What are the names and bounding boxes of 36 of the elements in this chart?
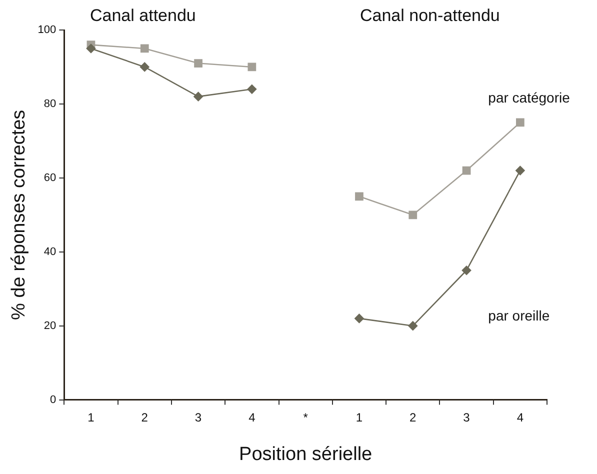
point — [462, 266, 472, 276]
point — [248, 62, 256, 72]
y-tick-label: 100 — [38, 24, 56, 36]
x-tick-label: 3 — [463, 410, 470, 424]
point — [247, 84, 257, 94]
x-tick-label: 1 — [88, 410, 95, 424]
y-axis-title: % de réponses correctes — [8, 110, 30, 320]
x-tick-label: 4 — [248, 410, 256, 424]
y-tick-label: 20 — [44, 320, 56, 332]
y-tick-label: 0 — [50, 394, 56, 406]
x-axis-title: Position sérielle — [239, 444, 372, 465]
point — [408, 210, 418, 220]
point — [355, 192, 364, 201]
point — [140, 44, 149, 53]
x-tick-label: 3 — [194, 410, 202, 424]
x-tick-label: 1 — [356, 410, 363, 424]
text: Canal attendu — [90, 6, 196, 26]
point — [462, 166, 471, 175]
text: par oreille — [488, 307, 550, 324]
point — [194, 92, 203, 102]
y-tick-label: 60 — [44, 172, 56, 184]
series-label: par catégorie — [488, 89, 570, 106]
x-tick-label: 4 — [516, 410, 524, 424]
x-tick-label: * — [303, 410, 308, 424]
point — [516, 166, 525, 176]
point — [516, 118, 524, 127]
text: Canal non-attendu — [360, 6, 500, 26]
point — [354, 314, 364, 324]
x-tick-label: 2 — [141, 410, 148, 424]
x-tick-label: 2 — [410, 410, 417, 424]
point — [86, 44, 96, 54]
point — [140, 62, 150, 72]
y-tick-label: 40 — [44, 246, 56, 258]
point — [408, 321, 418, 330]
y-tick-label: 80 — [44, 98, 56, 110]
point — [194, 59, 202, 68]
